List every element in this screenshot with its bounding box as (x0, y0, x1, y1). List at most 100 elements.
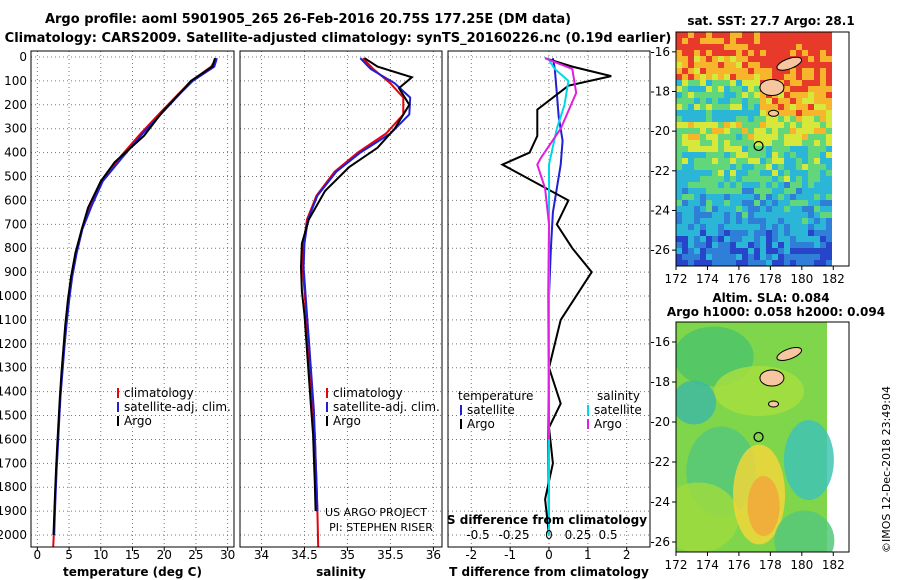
sst-cell (778, 128, 784, 134)
sst-cell (694, 254, 700, 260)
sst-cell (676, 80, 682, 86)
sst-cell (748, 152, 754, 158)
sst-cell (778, 230, 784, 236)
sst-cell (736, 134, 742, 140)
sst-cell (724, 176, 730, 182)
sst-cell (736, 104, 742, 110)
sst-cell (766, 200, 772, 206)
sst-cell (718, 152, 724, 158)
sst-cell (706, 86, 712, 92)
sst-cell (814, 104, 820, 110)
sst-cell (784, 32, 790, 38)
sst-cell (694, 128, 700, 134)
sst-cell (718, 104, 724, 110)
x-tick-label: 35 (340, 548, 355, 562)
sst-cell (736, 62, 742, 68)
sst-cell (736, 212, 742, 218)
map-y-tick-label: -16 (650, 45, 670, 59)
sst-cell (820, 128, 826, 134)
island-vanua-levu (776, 347, 803, 361)
sst-cell (688, 230, 694, 236)
sst-cell (784, 110, 790, 116)
sst-cell (724, 158, 730, 164)
island-kadavu (768, 400, 780, 408)
sst-cell (814, 110, 820, 116)
sst-cell (826, 158, 832, 164)
sst-cell (820, 218, 826, 224)
sst-cell (748, 116, 754, 122)
sst-cell (754, 38, 760, 44)
sst-cell (790, 182, 796, 188)
sst-cell (796, 206, 802, 212)
sst-cell (778, 218, 784, 224)
sst-cell (766, 248, 772, 254)
series-line-argo (299, 57, 414, 512)
sst-cell (760, 230, 766, 236)
x-tick-label: 34.5 (291, 548, 318, 562)
x-axis-label: temperature (deg C) (63, 565, 202, 579)
sst-cell (718, 218, 724, 224)
sst-cell (730, 80, 736, 86)
sst-cell (790, 224, 796, 230)
sst-cell (820, 122, 826, 128)
map-frame (675, 31, 850, 267)
sst-cell (736, 122, 742, 128)
sst-cell (748, 32, 754, 38)
sst-cell (700, 236, 706, 242)
sst-cell (694, 236, 700, 242)
sst-cell (754, 128, 760, 134)
map-x-tick-label: 174 (696, 558, 719, 572)
sst-cell (700, 206, 706, 212)
sst-cell (742, 212, 748, 218)
sst-cell (688, 44, 694, 50)
sst-cell (730, 206, 736, 212)
project-credit: US ARGO PROJECT (325, 506, 427, 519)
sst-cell (760, 92, 766, 98)
sst-cell (718, 170, 724, 176)
sst-cell (754, 92, 760, 98)
sst-cell (766, 206, 772, 212)
legend-label: satellite (467, 403, 515, 417)
sst-cell (820, 152, 826, 158)
sst-cell (718, 254, 724, 260)
sst-cell (766, 218, 772, 224)
sst-cell (772, 140, 778, 146)
map-y-tick-label: -20 (650, 124, 670, 138)
sst-cell (778, 92, 784, 98)
sst-cell (718, 206, 724, 212)
sst-cell (760, 68, 766, 74)
sst-cell (688, 194, 694, 200)
sst-cell (790, 134, 796, 140)
sst-cell (712, 242, 718, 248)
sst-cell (802, 98, 808, 104)
sst-cell (706, 44, 712, 50)
sst-cell (766, 182, 772, 188)
x-tick-label: 10 (93, 548, 108, 562)
sst-cell (814, 92, 820, 98)
sst-cell (802, 104, 808, 110)
sst-cell (754, 158, 760, 164)
sst-cell (718, 38, 724, 44)
sst-cell (766, 158, 772, 164)
sst-cell (676, 200, 682, 206)
sst-cell (676, 230, 682, 236)
sst-cell (778, 188, 784, 194)
sst-cell (826, 218, 832, 224)
sst-cell (700, 92, 706, 98)
sst-cell (688, 74, 694, 80)
sst-cell (796, 254, 802, 260)
sst-cell (820, 176, 826, 182)
sst-cell (694, 56, 700, 62)
sst-cell (790, 44, 796, 50)
sst-cell (724, 248, 730, 254)
sst-cell (784, 152, 790, 158)
sst-cell (682, 212, 688, 218)
sst-cell (706, 164, 712, 170)
secondary-axis-label: S difference from climatology (447, 513, 647, 527)
sst-cell (682, 134, 688, 140)
sst-cell (820, 116, 826, 122)
sst-cell (754, 98, 760, 104)
y-tick-label: 400 (4, 146, 27, 160)
sst-cell (814, 146, 820, 152)
sst-cell (808, 164, 814, 170)
